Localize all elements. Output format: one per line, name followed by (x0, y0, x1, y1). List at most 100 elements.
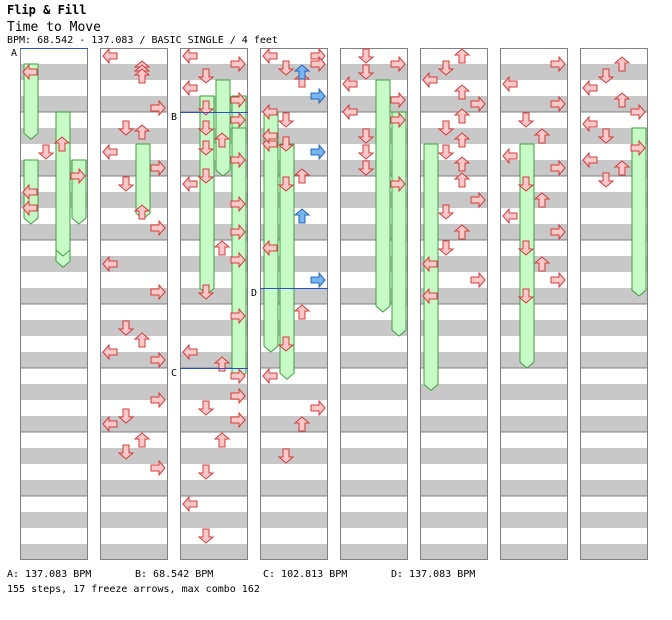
step-arrow-down (197, 168, 215, 184)
step-arrow-down (437, 204, 455, 220)
step-arrow-right (390, 55, 406, 73)
step-arrow-up (133, 124, 151, 140)
step-arrow-down (597, 172, 615, 188)
step-arrow-right (390, 111, 406, 129)
step-arrow-left (502, 147, 518, 165)
bpm-marker-a: A (11, 48, 17, 59)
step-arrow-right (230, 91, 246, 109)
step-arrow-right (630, 103, 646, 121)
beat-stripe (500, 544, 568, 560)
step-arrow-up (533, 256, 551, 272)
beat-stripe (580, 320, 648, 336)
step-arrow-right (550, 271, 566, 289)
beat-stripe (100, 128, 168, 144)
beat-stripe (100, 160, 168, 176)
step-arrow-down (277, 112, 295, 128)
column-border (340, 48, 408, 560)
beat-stripe (20, 544, 88, 560)
step-arrow-down (117, 120, 135, 136)
step-arrow-left (582, 115, 598, 133)
bpm-label-c: C: 102.813 BPM (263, 569, 348, 580)
beat-stripe (580, 128, 648, 144)
beat-stripe (180, 480, 248, 496)
step-arrow-right (470, 95, 486, 113)
step-arrow-up (213, 356, 231, 372)
step-arrow-down (437, 120, 455, 136)
step-arrow-right (390, 91, 406, 109)
step-arrow-down (197, 528, 215, 544)
beat-stripe (420, 512, 488, 528)
step-arrow-up (133, 204, 151, 220)
step-arrow-right (550, 55, 566, 73)
step-arrow-left (182, 47, 198, 65)
freeze-arrow (391, 111, 407, 337)
step-arrow-down (197, 120, 215, 136)
chart-info: BPM: 68.542 - 137.083 / BASIC SINGLE / 4… (7, 35, 278, 46)
step-arrow-up (613, 56, 631, 72)
step-arrow-left (262, 127, 278, 145)
beat-stripe (580, 480, 648, 496)
beat-stripe (100, 416, 168, 432)
step-arrow-left (502, 75, 518, 93)
beat-stripe (100, 384, 168, 400)
chart-column-6 (420, 48, 488, 560)
beat-stripe (580, 160, 648, 176)
beat-stripe (500, 416, 568, 432)
beat-stripe (580, 352, 648, 368)
step-arrow-left (22, 183, 38, 201)
beat-stripe (340, 416, 408, 432)
beat-stripe (420, 480, 488, 496)
beat-stripe (100, 256, 168, 272)
step-arrow-up (293, 168, 311, 184)
beat-stripe (340, 128, 408, 144)
step-arrow-left (182, 175, 198, 193)
step-arrow-up (133, 68, 151, 84)
beat-stripe (20, 512, 88, 528)
step-arrow-right (470, 271, 486, 289)
step-arrow-right (310, 143, 326, 161)
beat-stripe (180, 544, 248, 560)
step-arrow-right (470, 191, 486, 209)
step-arrow-right (230, 111, 246, 129)
step-arrow-left (102, 143, 118, 161)
beat-stripe (420, 128, 488, 144)
beat-stripe (500, 512, 568, 528)
beat-stripe (20, 384, 88, 400)
beat-stripe (180, 352, 248, 368)
step-arrow-right (310, 271, 326, 289)
step-arrow-up (213, 432, 231, 448)
step-arrow-down (277, 60, 295, 76)
step-arrow-up (453, 224, 471, 240)
beat-stripe (580, 256, 648, 272)
step-arrow-right (630, 139, 646, 157)
step-arrow-right (150, 351, 166, 369)
beat-stripe (340, 224, 408, 240)
step-arrow-down (117, 320, 135, 336)
step-arrow-right (150, 283, 166, 301)
step-arrow-up (613, 160, 631, 176)
step-arrow-left (422, 255, 438, 273)
beat-stripe (260, 416, 328, 432)
step-arrow-right (230, 387, 246, 405)
step-arrow-up (453, 156, 471, 172)
freeze-arrow (279, 143, 295, 380)
column-border (580, 48, 648, 560)
column-border (100, 48, 168, 560)
step-arrow-left (22, 199, 38, 217)
step-arrow-right (150, 391, 166, 409)
step-arrow-left (582, 151, 598, 169)
step-arrow-right (230, 55, 246, 73)
beat-stripe (100, 352, 168, 368)
freeze-arrow (631, 127, 647, 297)
step-arrow-right (230, 195, 246, 213)
beat-stripe (340, 160, 408, 176)
beat-stripe (100, 544, 168, 560)
beat-stripe (500, 96, 568, 112)
step-arrow-right (150, 99, 166, 117)
step-arrow-left (502, 207, 518, 225)
step-arrow-left (262, 103, 278, 121)
step-arrow-left (582, 79, 598, 97)
beat-stripe (100, 448, 168, 464)
column-border (260, 48, 328, 560)
step-arrow-down (597, 68, 615, 84)
